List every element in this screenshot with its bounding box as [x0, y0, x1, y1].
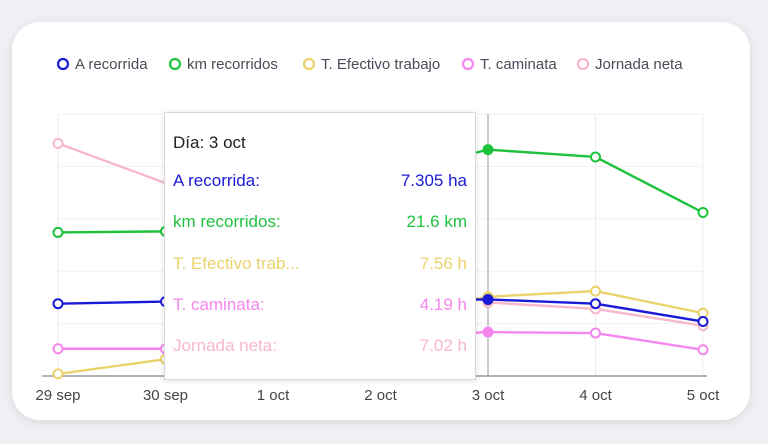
tooltip-row-label: Jornada neta:	[173, 336, 277, 355]
tooltip-row-value: 7.02 h	[419, 336, 467, 355]
legend-marker[interactable]	[461, 57, 475, 71]
series-line-segment	[594, 331, 705, 351]
data-point[interactable]	[52, 343, 64, 355]
tooltip-row: A recorrida: 7.305 ha	[173, 171, 467, 193]
data-point[interactable]	[590, 285, 601, 297]
data-point[interactable]	[482, 326, 494, 338]
legend-marker[interactable]	[302, 57, 316, 71]
tooltip-row-value: 7.305 ha	[400, 171, 467, 190]
tooltip-row: T. Efectivo trab... 7.56 h	[173, 254, 467, 276]
tooltip-row-label: T. Efectivo trab...	[173, 254, 300, 273]
tooltip-row-value: 21.6 km	[406, 212, 467, 231]
data-point[interactable]	[52, 137, 64, 149]
tooltip-row-value: 4.19 h	[419, 295, 467, 314]
data-point[interactable]	[697, 344, 709, 356]
data-point[interactable]	[52, 368, 64, 380]
series-line-segment	[486, 148, 597, 159]
series-line-segment	[486, 301, 597, 311]
legend-label[interactable]: T. Efectivo trabajo	[321, 56, 440, 73]
x-tick-label: 5 oct	[687, 387, 720, 404]
data-point[interactable]	[590, 151, 601, 163]
tooltip-row-value: 7.56 h	[419, 254, 467, 273]
tooltip-row: km recorridos: 21.6 km	[173, 212, 467, 234]
tooltip-row: Jornada neta: 7.02 h	[173, 336, 467, 358]
legend-marker[interactable]	[56, 57, 70, 71]
data-point[interactable]	[697, 207, 709, 219]
series-line-segment	[594, 302, 705, 323]
x-tick-label: 30 sep	[143, 387, 188, 404]
data-point[interactable]	[52, 298, 64, 310]
series-line-segment	[56, 230, 167, 234]
legend-label[interactable]: km recorridos	[187, 56, 278, 73]
x-tick-label: 2 oct	[364, 387, 397, 404]
data-point[interactable]	[482, 144, 494, 156]
tooltip-row-label: A recorrida:	[173, 171, 260, 190]
x-tick-label: 29 sep	[35, 387, 80, 404]
series-line-segment	[594, 289, 705, 315]
series-line-segment	[486, 289, 597, 298]
legend-label[interactable]: T. caminata	[480, 56, 557, 73]
series-line-segment	[56, 300, 167, 305]
x-tick-label: 1 oct	[257, 387, 290, 404]
series-line-segment	[486, 330, 597, 335]
data-point[interactable]	[590, 327, 601, 339]
data-point[interactable]	[482, 293, 494, 305]
data-point[interactable]	[52, 226, 64, 238]
x-axis-ticks: 29 sep 30 sep 1 oct 2 oct 3 oct 4 oct 5 oct	[35, 387, 720, 404]
series-line-segment	[594, 155, 705, 214]
tooltip: Día: 3 oct A recorrida: 7.305 ha km recorr…	[164, 112, 476, 380]
series-line-segment	[486, 298, 597, 305]
tooltip-row-label: T. caminata:	[173, 295, 265, 314]
series-line-segment	[594, 307, 705, 327]
x-tick-label: 3 oct	[472, 387, 505, 404]
legend: A recorrida km recorridos T. Efectivo trab…	[56, 56, 683, 73]
tooltip-row-label: km recorridos:	[173, 212, 281, 231]
tooltip-row: T. caminata: 4.19 h	[173, 295, 467, 317]
legend-label[interactable]: Jornada neta	[595, 56, 683, 73]
x-tick-label: 4 oct	[579, 387, 612, 404]
legend-marker[interactable]	[168, 57, 182, 71]
data-point[interactable]	[697, 316, 709, 328]
legend-label[interactable]: A recorrida	[75, 56, 148, 73]
tooltip-title: Día: 3 oct	[173, 133, 246, 152]
series-line-segment	[56, 358, 167, 376]
legend-marker[interactable]	[576, 57, 590, 71]
data-point[interactable]	[590, 298, 601, 310]
